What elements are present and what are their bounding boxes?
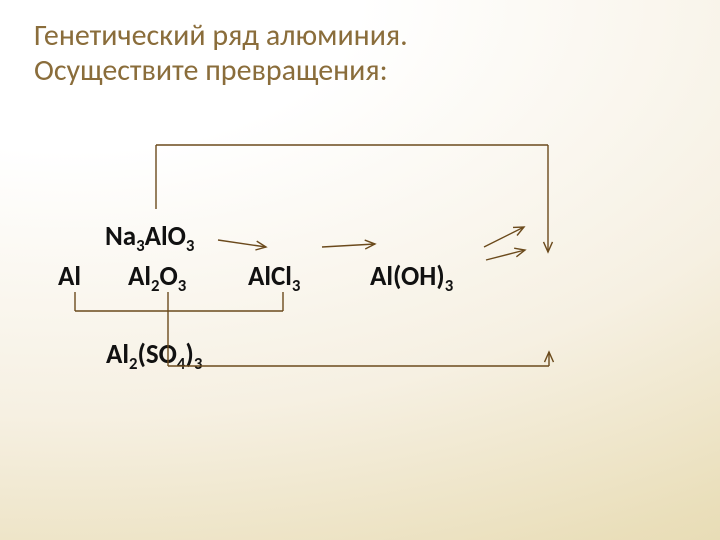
formula-alcl3: AlCl3 xyxy=(248,260,300,296)
formula-al2so43: Al2(SO4)3 xyxy=(106,338,202,374)
formula-al2o3: Al2O3 xyxy=(128,260,186,296)
slide: Генетический ряд алюминия. Осуществите п… xyxy=(0,0,720,540)
title-line-1: Генетический ряд алюминия. xyxy=(34,17,408,54)
title-line-2: Осуществите превращения: xyxy=(34,52,388,89)
formula-al: Al xyxy=(58,260,81,293)
slide-title: Генетический ряд алюминия. Осуществите п… xyxy=(34,18,684,89)
formula-aloh3: Al(OH)3 xyxy=(370,260,453,296)
formula-na3alo3: Na3AlO3 xyxy=(105,220,194,256)
